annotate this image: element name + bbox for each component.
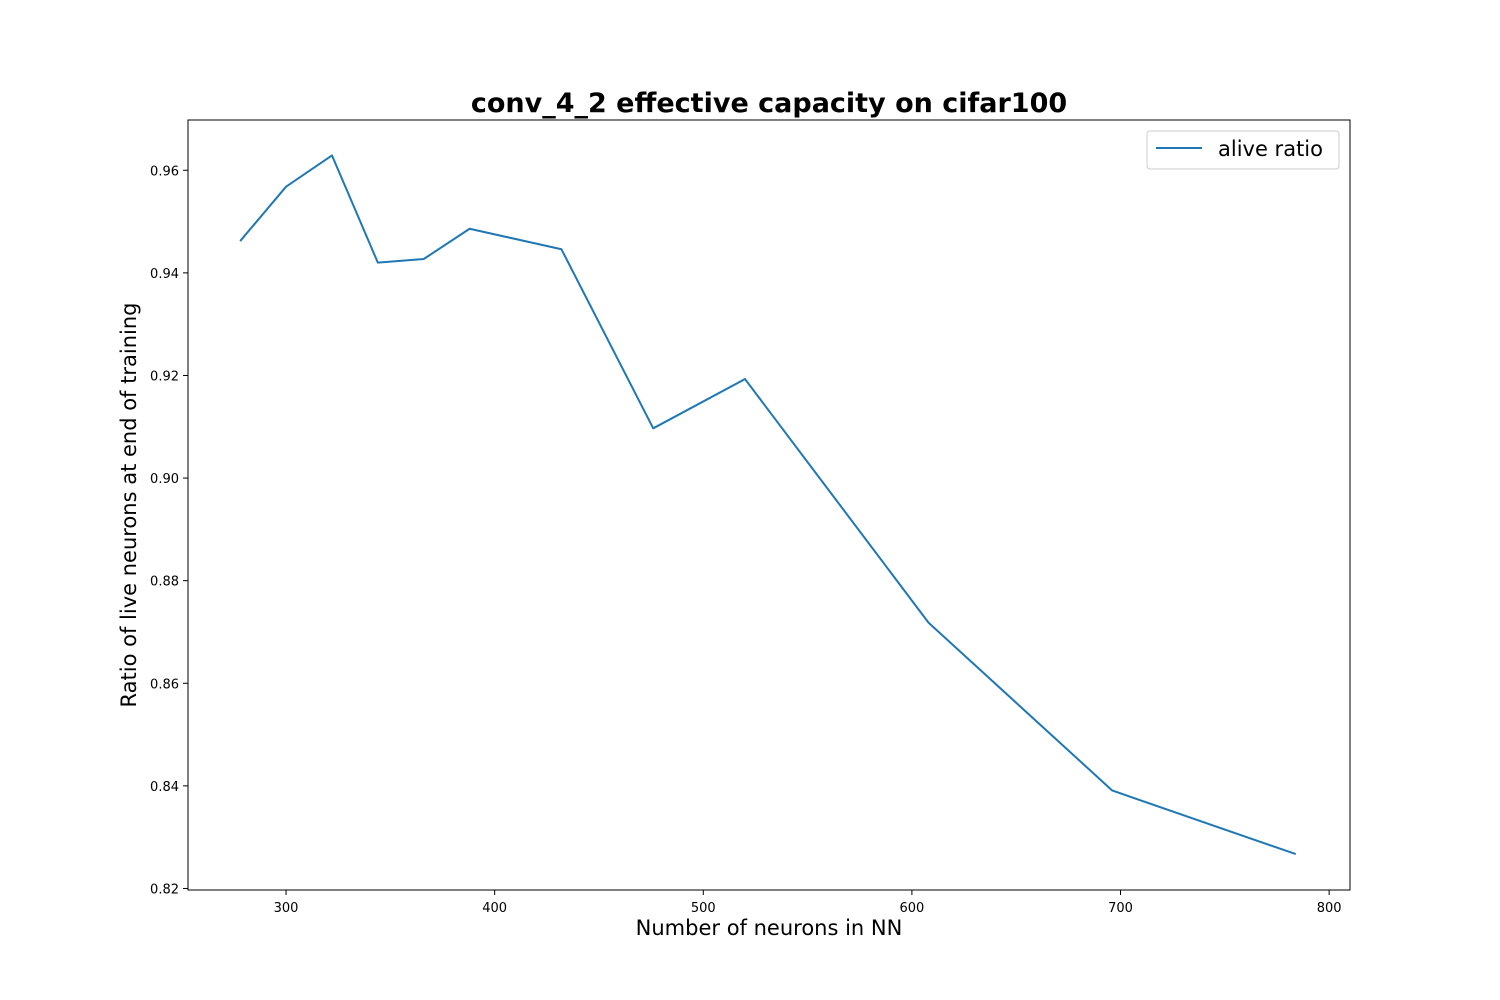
plot-frame: [187, 119, 1351, 891]
y-tick-label: 0.94: [150, 267, 179, 282]
y-tick-label: 0.96: [150, 164, 179, 179]
legend-label-alive-ratio: alive ratio: [1218, 137, 1323, 161]
y-tick-label: 0.86: [150, 677, 179, 692]
y-tick-label: 0.82: [150, 882, 179, 897]
axes: 300 400 500 600 700 800 0.82 0.84 0.86 0.88 0.90 0.…: [150, 119, 1351, 916]
x-tick-label: 800: [1317, 901, 1342, 916]
x-axis-label: Number of neurons in NN: [636, 916, 903, 940]
x-tick-label: 700: [1108, 901, 1133, 916]
legend-box: [1146, 130, 1340, 170]
y-tick-label: 0.88: [150, 575, 179, 590]
y-axis-label: Ratio of live neurons at end of training: [117, 303, 141, 708]
x-tick-label: 600: [899, 901, 924, 916]
series-line-alive-ratio: [239, 154, 1297, 856]
chart-title: conv_4_2 effective capacity on cifar100: [471, 88, 1067, 119]
y-tick-label: 0.92: [150, 369, 179, 384]
x-tick-label: 300: [274, 901, 299, 916]
x-tick-label: 400: [482, 901, 507, 916]
y-tick-label: 0.90: [150, 472, 179, 487]
x-tick-label: 500: [691, 901, 716, 916]
y-tick-label: 0.84: [150, 780, 179, 795]
plot-area: [239, 154, 1297, 856]
legend: alive ratio: [1146, 130, 1340, 170]
